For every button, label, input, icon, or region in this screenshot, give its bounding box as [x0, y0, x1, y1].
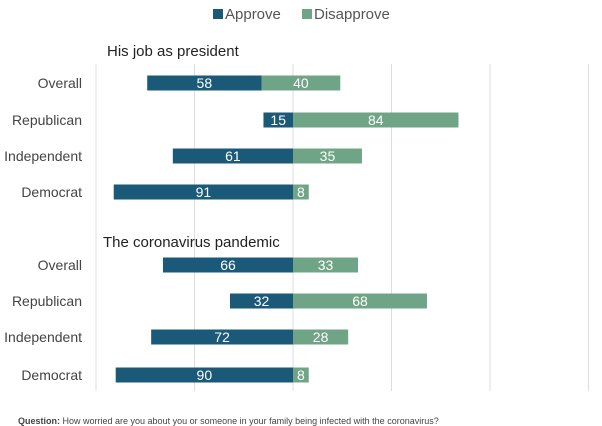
- panel: His job as president Overall 58 40 Republica…: [4, 43, 459, 200]
- disapprove-value-label: 28: [313, 329, 329, 345]
- bar-row: Independent 61 35: [4, 148, 362, 164]
- bar-row: Democrat 91 8: [21, 184, 309, 200]
- category-label: Independent: [4, 148, 82, 164]
- approve-bar: [172, 148, 293, 164]
- approve-bar: [162, 257, 293, 273]
- approve-value-label: 91: [196, 184, 212, 200]
- chart-panels: His job as president Overall 58 40 Republica…: [4, 43, 459, 383]
- legend: Approve Disapprove: [213, 6, 390, 23]
- category-label: Independent: [4, 329, 82, 345]
- bar-row: Independent 72 28: [4, 329, 349, 345]
- category-label: Republican: [12, 293, 82, 309]
- disapprove-value-label: 40: [293, 75, 309, 91]
- footnote: Question: How worried are you about you …: [18, 416, 439, 426]
- bar-row: Republican 15 84: [12, 112, 459, 128]
- disapprove-value-label: 84: [368, 112, 384, 128]
- approve-bar: [113, 184, 293, 200]
- chart: Approve Disapprove His job as president Ov…: [4, 6, 589, 391]
- approve-value-label: 90: [197, 367, 213, 383]
- category-label: Democrat: [21, 184, 82, 200]
- approve-value-label: 58: [197, 75, 213, 91]
- approve-value-label: 15: [270, 112, 286, 128]
- panel: The coronavirus pandemic Overall 66 33 Repub…: [4, 234, 427, 383]
- approve-bar: [147, 75, 262, 91]
- disapprove-bar: [293, 148, 362, 164]
- approve-value-label: 72: [214, 329, 230, 345]
- disapprove-value-label: 35: [320, 148, 336, 164]
- approve-bar: [115, 367, 293, 383]
- legend-label-disapprove: Disapprove: [314, 6, 390, 23]
- bar-row: Democrat 90 8: [21, 367, 309, 383]
- disapprove-bar: [293, 367, 309, 383]
- bar-row: Overall 66 33: [38, 257, 359, 273]
- bar-row: Republican 32 68: [12, 293, 427, 309]
- panel-title: His job as president: [107, 43, 240, 60]
- disapprove-value-label: 33: [318, 257, 334, 273]
- disapprove-bar: [293, 293, 427, 309]
- category-label: Overall: [38, 75, 82, 91]
- disapprove-bar: [293, 329, 349, 345]
- disapprove-value-label: 68: [352, 293, 368, 309]
- disapprove-bar: [261, 75, 341, 91]
- disapprove-bar: [293, 184, 309, 200]
- category-label: Overall: [38, 257, 82, 273]
- disapprove-value-label: 8: [297, 184, 305, 200]
- approve-value-label: 61: [225, 148, 241, 164]
- legend-swatch-disapprove: [302, 9, 312, 19]
- disapprove-value-label: 8: [297, 367, 305, 383]
- panel-title: The coronavirus pandemic: [103, 234, 280, 251]
- approve-bar: [229, 293, 293, 309]
- footnote-text: How worried are you about you or someone…: [62, 416, 439, 426]
- approve-value-label: 32: [254, 293, 270, 309]
- category-label: Democrat: [21, 367, 82, 383]
- approve-value-label: 66: [220, 257, 236, 273]
- bar-row: Overall 58 40: [38, 75, 341, 91]
- approve-bar: [263, 112, 293, 128]
- approve-bar: [151, 329, 293, 345]
- footnote-label: Question:: [18, 416, 60, 426]
- legend-label-approve: Approve: [225, 6, 281, 23]
- disapprove-bar: [293, 257, 359, 273]
- category-label: Republican: [12, 112, 82, 128]
- disapprove-bar: [293, 112, 459, 128]
- legend-swatch-approve: [213, 9, 223, 19]
